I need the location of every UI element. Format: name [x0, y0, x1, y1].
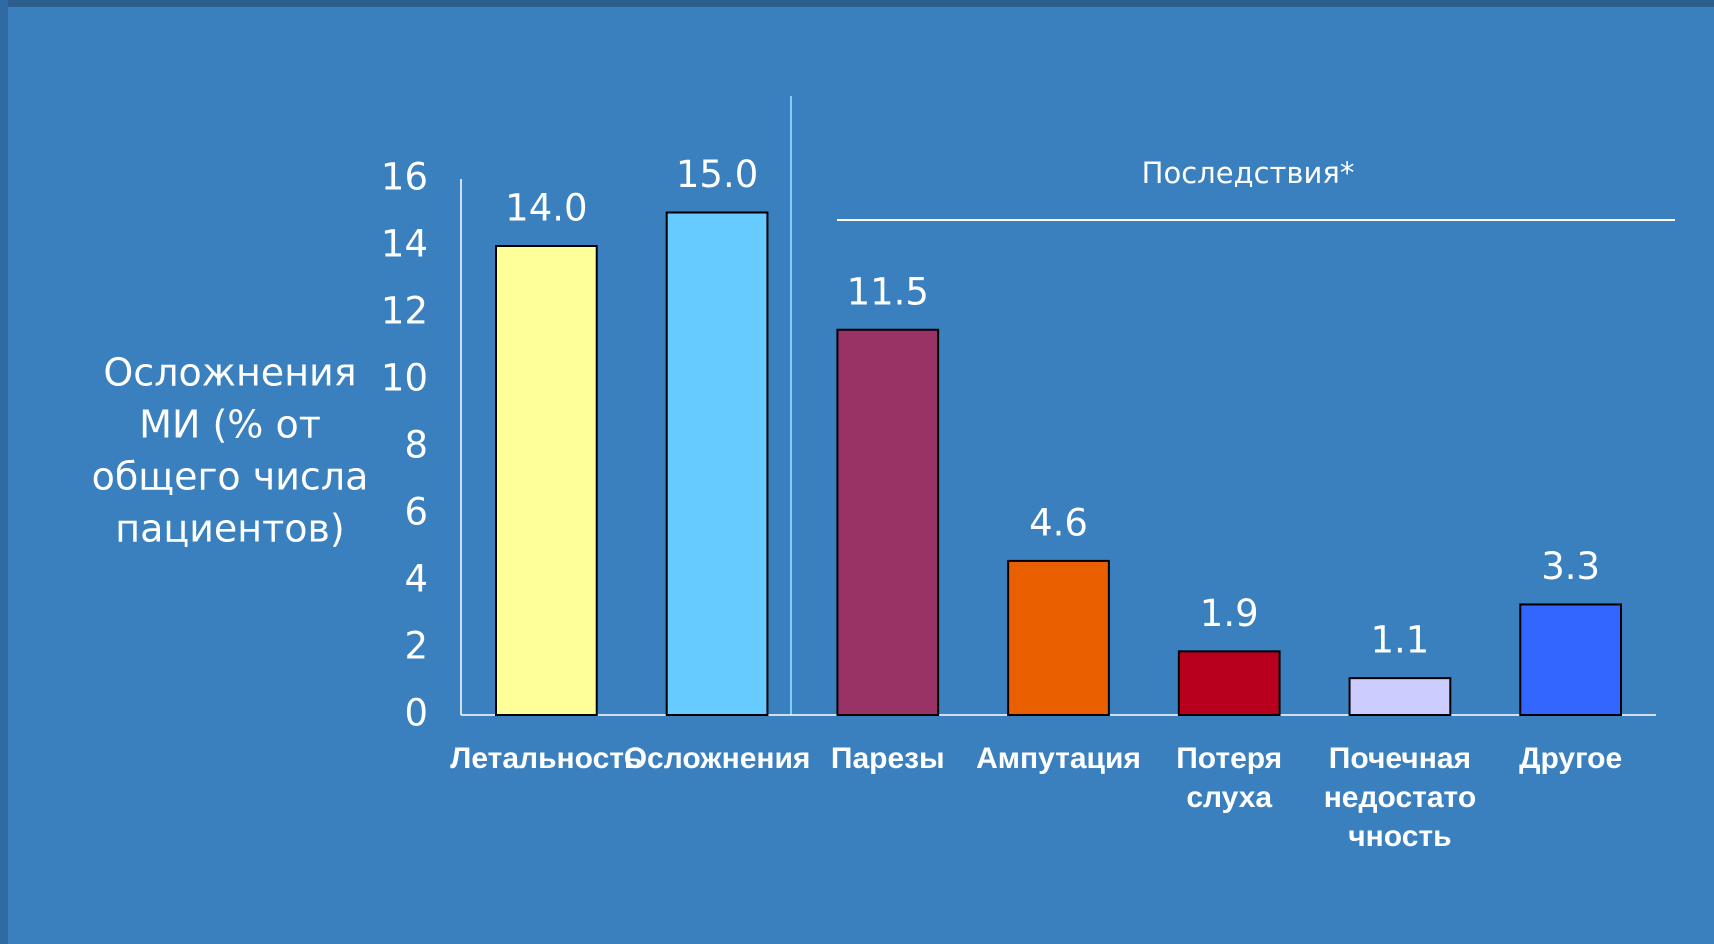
x-tick-label: Парезы: [831, 742, 945, 775]
value-label: 1.9: [1200, 592, 1259, 635]
y-tick-label: 10: [381, 357, 428, 400]
top-border: [0, 0, 1714, 7]
bar: [1348, 677, 1452, 717]
y-tick-label: 8: [404, 424, 428, 467]
x-tick-label: Летальность: [450, 742, 642, 775]
y-axis-label: общего числа: [92, 455, 369, 499]
y-tick-label: 6: [404, 491, 428, 534]
value-label: 1.1: [1371, 619, 1430, 662]
y-tick-label: 16: [381, 156, 428, 199]
value-label: 4.6: [1029, 501, 1088, 544]
y-tick-label: 14: [381, 223, 428, 266]
x-tick-label: Осложнения: [624, 742, 811, 775]
x-tick-label: Ампутация: [976, 742, 1141, 775]
y-axis-label: пациентов): [115, 507, 345, 551]
value-label: 14.0: [505, 187, 587, 230]
y-tick-label: 4: [404, 558, 428, 601]
value-label: 15.0: [676, 153, 758, 196]
value-label: 3.3: [1541, 545, 1600, 588]
x-tick-label: Другое: [1519, 742, 1622, 775]
x-tick-label: слуха: [1186, 781, 1272, 814]
bar: [836, 328, 940, 716]
bar: [494, 245, 598, 716]
x-tick-label: недостато: [1324, 781, 1476, 814]
bar: [1519, 603, 1623, 717]
y-tick-label: 2: [404, 625, 428, 668]
bar: [665, 211, 769, 716]
left-border: [0, 0, 8, 944]
y-tick-label: 12: [381, 290, 428, 333]
y-axis-label: МИ (% от: [139, 403, 321, 447]
bar: [1177, 650, 1281, 716]
x-tick-label: Потеря: [1176, 742, 1282, 775]
annotation: Последствия*: [1142, 156, 1355, 190]
value-label: 11.5: [847, 270, 929, 313]
bar: [1007, 559, 1110, 717]
y-tick-label: 0: [404, 692, 428, 735]
x-tick-label: чность: [1348, 820, 1451, 853]
x-tick-label: Почечная: [1329, 742, 1471, 775]
y-axis-label: Осложнения: [103, 351, 356, 395]
